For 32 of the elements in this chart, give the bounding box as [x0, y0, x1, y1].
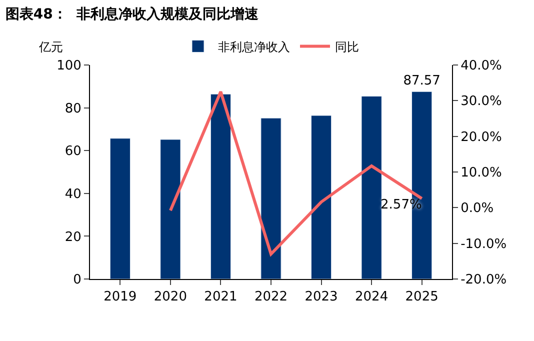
bar [260, 118, 282, 279]
bar [310, 115, 332, 279]
chart-title: 图表48： 非利息净收入规模及同比增速 [5, 6, 260, 22]
legend-label: 同比 [335, 40, 359, 54]
y2-tick-label: 30.0% [460, 94, 502, 110]
x-tick-label: 2023 [304, 290, 338, 305]
x-tick-label: 2025 [405, 290, 438, 305]
x-tick-label: 2021 [204, 290, 238, 305]
bar [210, 94, 232, 279]
y-tick-label: 80 [64, 101, 82, 116]
y2-tick-label: -20.0% [460, 272, 507, 288]
data-label: 87.57 [403, 74, 440, 89]
legend-label: 非利息净收入 [218, 40, 290, 54]
y2-tick-label: 0.0% [460, 201, 494, 216]
x-tick-label: 2022 [254, 290, 288, 305]
bar [110, 138, 130, 279]
bar [361, 96, 382, 279]
y-tick-label: 40 [64, 186, 82, 202]
y-tick-label: 100 [56, 58, 82, 74]
y2-tick-label: 10.0% [460, 166, 502, 181]
y-axis-title: 亿元 [38, 40, 63, 54]
y-tick-label: 20 [64, 230, 82, 245]
y-tick-label: 0 [73, 272, 82, 288]
x-tick-label: 2024 [355, 290, 388, 305]
y2-tick-label: 40.0% [460, 58, 502, 74]
line-series [168, 90, 424, 256]
y2-tick-label: -10.0% [460, 236, 507, 252]
y2-tick-label: 20.0% [460, 130, 502, 145]
x-tick-label: 2019 [104, 290, 137, 305]
y-tick-label: 60 [64, 144, 82, 160]
bar [160, 139, 181, 279]
x-tick-label: 2020 [154, 290, 187, 305]
